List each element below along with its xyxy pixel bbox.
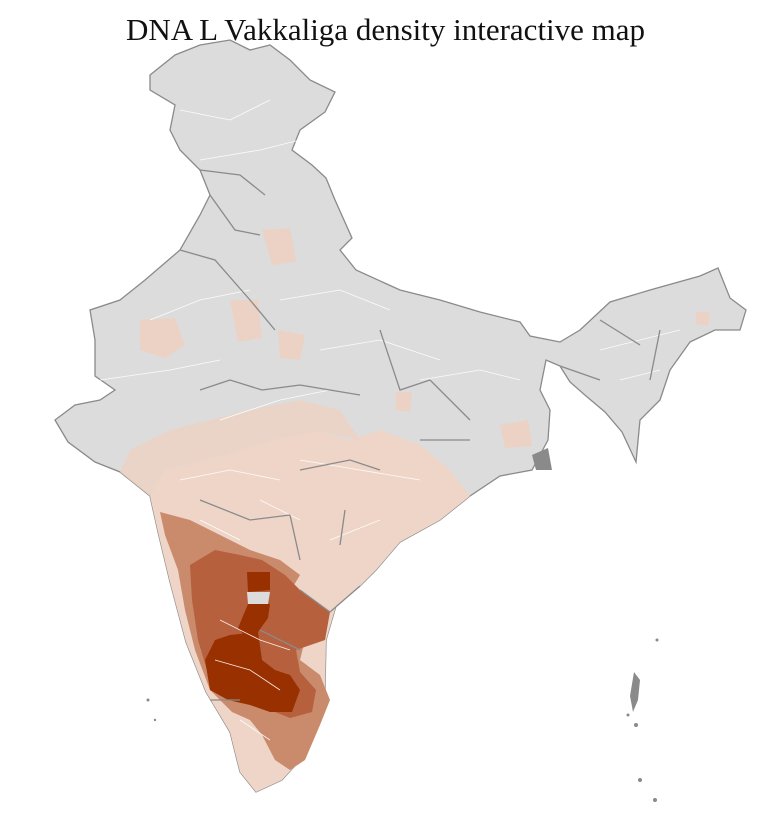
district-boundaries — [99, 99, 681, 741]
map-title: DNA L Vakkaliga density interactive map — [125, 12, 646, 47]
state-boundaries — [179, 169, 661, 701]
region-low-density-rajasthan[interactable] — [140, 318, 185, 358]
region-very-high-density[interactable] — [205, 572, 300, 712]
andaman-nicobar-islands[interactable] — [626, 638, 659, 803]
region-low-density-central[interactable] — [120, 400, 360, 496]
region-low-density-up[interactable] — [278, 330, 305, 360]
india-outline[interactable] — [54, 39, 747, 793]
region-low-density-assam[interactable] — [696, 312, 710, 326]
region-low-density-bihar[interactable] — [396, 392, 412, 412]
region-low-density-punjab[interactable] — [262, 228, 296, 265]
region-low-density-odisha[interactable] — [500, 420, 532, 448]
sundarbans-delta[interactable] — [532, 448, 552, 470]
lakshadweep-islands[interactable] — [146, 698, 157, 722]
region-no-data-karnataka[interactable] — [247, 592, 270, 604]
region-low-density-mp[interactable] — [230, 300, 262, 342]
